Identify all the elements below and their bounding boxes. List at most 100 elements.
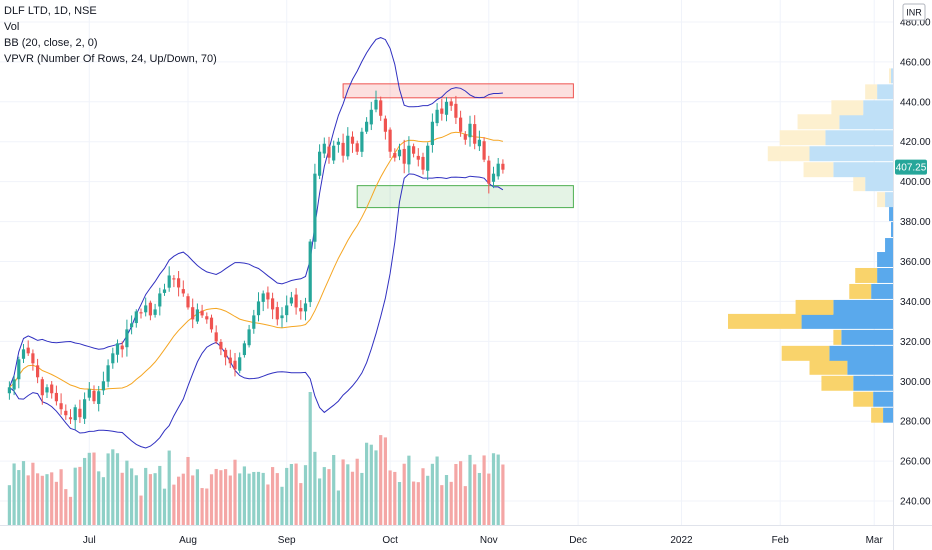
volume-bar xyxy=(454,464,458,525)
volume-bar xyxy=(327,469,331,525)
volume-bar xyxy=(40,475,44,525)
candles xyxy=(7,90,505,430)
time-tick-label: Mar xyxy=(866,535,884,546)
vp-down-bar xyxy=(853,176,866,192)
volume-bar xyxy=(68,496,73,525)
volume-bar xyxy=(120,472,124,525)
candle-body xyxy=(430,121,434,146)
candle-body xyxy=(416,155,420,160)
volume-bar xyxy=(83,457,87,525)
candle-body xyxy=(435,109,439,124)
candle-body xyxy=(421,156,425,170)
candle-body xyxy=(115,343,120,355)
volume-bar xyxy=(205,488,209,525)
candle-body xyxy=(402,148,406,164)
vp-down-bar xyxy=(797,114,840,130)
volume-bar xyxy=(299,483,303,525)
volume-bar xyxy=(26,475,30,525)
volume-bar xyxy=(440,485,444,525)
candle-body xyxy=(501,163,505,170)
price-tick-label: 340.00 xyxy=(900,297,931,308)
candle-body xyxy=(459,117,463,132)
volume-bar xyxy=(73,467,77,525)
vp-down-bar xyxy=(728,313,802,329)
indicator-bb-label[interactable]: BB (20, close, 2, 0) xyxy=(4,37,98,49)
candle-body xyxy=(148,302,152,316)
candle-body xyxy=(289,297,293,304)
price-tick-label: 480.00 xyxy=(900,17,931,28)
volume-bar xyxy=(261,472,265,525)
volume-bar xyxy=(336,490,340,525)
candle-body xyxy=(346,135,350,157)
vp-down-bar xyxy=(833,329,842,345)
volume-bar xyxy=(36,473,40,525)
time-tick-label: Jul xyxy=(83,535,96,546)
candle-body xyxy=(120,345,124,350)
vp-down-bar xyxy=(803,162,834,178)
candle-body xyxy=(313,173,317,242)
candle-body xyxy=(477,139,481,147)
price-tick-label: 320.00 xyxy=(900,337,931,348)
volume-bar xyxy=(426,475,430,525)
volume-bar xyxy=(421,468,425,525)
candle-body xyxy=(181,289,185,294)
candle-body xyxy=(97,391,101,404)
vp-up-bar xyxy=(863,100,893,116)
candle-body xyxy=(205,316,209,320)
candle-body xyxy=(87,389,91,398)
volume-bar xyxy=(139,495,143,525)
candle-body xyxy=(261,293,265,302)
price-tick-label: 360.00 xyxy=(900,257,931,268)
currency-label: INR xyxy=(906,8,922,18)
volume-bar xyxy=(322,467,326,525)
volume-bar xyxy=(233,459,237,525)
candle-body xyxy=(365,121,369,132)
vp-down-bar xyxy=(849,283,872,299)
volume-bar xyxy=(350,471,355,525)
vp-down-bar xyxy=(809,359,848,375)
volume-bar xyxy=(162,488,167,525)
candle-body xyxy=(40,379,44,396)
vp-up-bar xyxy=(891,222,893,238)
candle-body xyxy=(242,343,246,356)
volume-bar xyxy=(106,453,110,525)
candle-body xyxy=(172,278,176,280)
volume-bar xyxy=(496,454,500,525)
candle-body xyxy=(83,399,87,419)
vp-up-bar xyxy=(809,146,893,162)
volume-bar xyxy=(148,474,152,525)
vp-up-bar xyxy=(833,162,893,178)
volume-bar xyxy=(365,442,369,525)
volume-bar xyxy=(430,463,434,525)
vp-up-bar xyxy=(877,84,893,100)
last-price-value: 407.25 xyxy=(896,163,927,174)
volume-bar xyxy=(17,470,21,525)
time-tick-label: Sep xyxy=(278,535,296,546)
indicator-vol-label[interactable]: Vol xyxy=(4,21,19,33)
candle-body xyxy=(106,365,110,382)
candle-body xyxy=(219,341,223,350)
vp-up-bar xyxy=(885,238,893,254)
volume-bar xyxy=(97,471,101,525)
candle-body xyxy=(12,379,16,390)
indicator-vpvr-label[interactable]: VPVR (Number Of Rows, 24, Up/Down, 70) xyxy=(4,53,217,65)
candle-body xyxy=(294,294,298,308)
bb-upper-line xyxy=(8,37,503,388)
volume-bar xyxy=(78,466,82,525)
bollinger-bands xyxy=(8,37,504,449)
candle-body xyxy=(355,143,359,152)
currency-badge[interactable]: INR xyxy=(902,3,926,21)
volume-bar xyxy=(130,468,134,525)
candle-body xyxy=(388,129,392,152)
price-tick-label: 460.00 xyxy=(900,57,931,68)
volume-bar xyxy=(252,471,256,525)
volume-bar xyxy=(54,481,58,525)
candle-body xyxy=(350,136,355,144)
candle-body xyxy=(54,392,58,402)
candle-body xyxy=(463,134,467,140)
volume-bar xyxy=(219,470,223,525)
volume-bar xyxy=(45,474,49,525)
